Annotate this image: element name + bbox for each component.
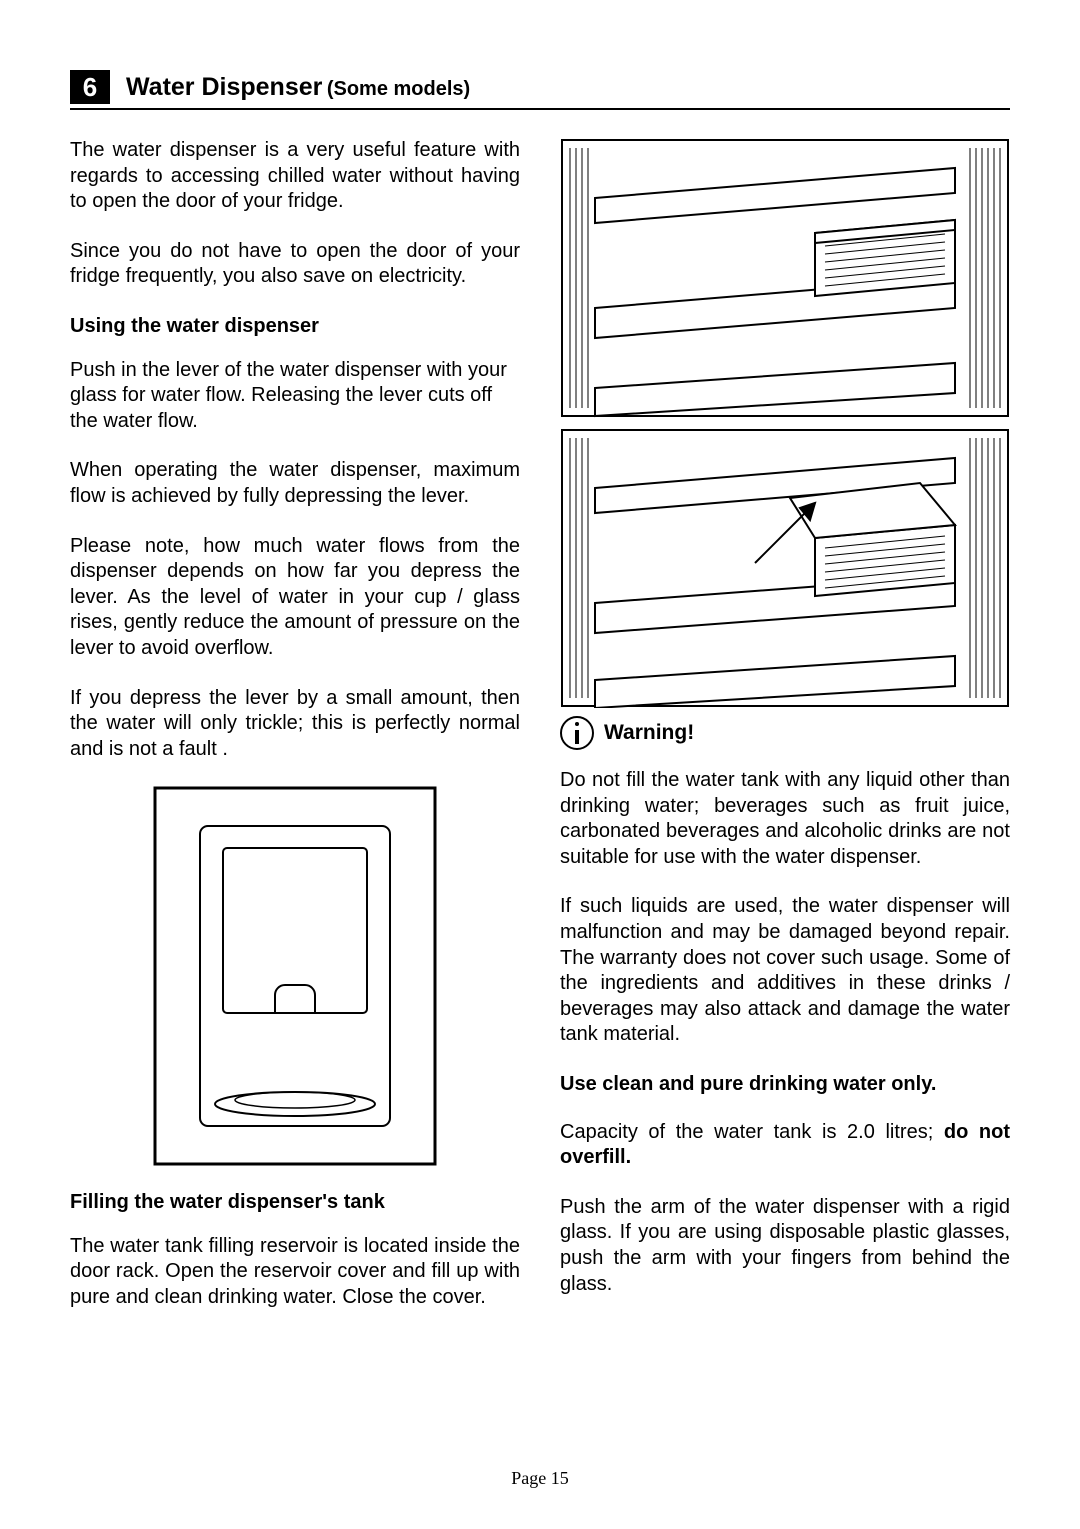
warning-label: Warning! [604, 720, 694, 747]
info-icon [560, 716, 594, 750]
figure-door-open [560, 428, 1010, 708]
door-open-svg [560, 428, 1010, 708]
using-para-2: When operating the water dispenser, maxi… [70, 458, 520, 509]
section-title-wrap: Water Dispenser (Some models) [126, 73, 470, 102]
capacity-text: Capacity of the water tank is 2.0 litres… [560, 1121, 944, 1143]
capacity-para: Capacity of the water tank is 2.0 litres… [560, 1120, 1010, 1171]
subhead-filling: Filling the water dispenser's tank [70, 1190, 520, 1216]
filling-para: The water tank filling reservoir is loca… [70, 1234, 520, 1311]
subhead-clean-water: Use clean and pure drinking water only. [560, 1072, 1010, 1098]
figure-door-closed [560, 138, 1010, 418]
section-subtitle: (Some models) [327, 78, 470, 100]
intro-para-1: The water dispenser is a very useful fea… [70, 138, 520, 215]
door-closed-svg [560, 138, 1010, 418]
subhead-using: Using the water dispenser [70, 314, 520, 340]
using-para-4: If you depress the lever by a small amou… [70, 686, 520, 763]
content-columns: The water dispenser is a very useful fea… [70, 138, 1010, 1335]
warning-para-2: If such liquids are used, the water disp… [560, 894, 1010, 1048]
right-column: Warning! Do not fill the water tank with… [560, 138, 1010, 1335]
warning-para-1: Do not fill the water tank with any liqu… [560, 768, 1010, 870]
figure-dispenser-front [70, 786, 520, 1166]
push-arm-para: Push the arm of the water dispenser with… [560, 1195, 1010, 1297]
section-number-badge: 6 [70, 70, 110, 104]
left-column: The water dispenser is a very useful fea… [70, 138, 520, 1335]
using-para-1: Push in the lever of the water dispenser… [70, 358, 520, 435]
page-number: Page 15 [0, 1468, 1080, 1489]
intro-para-2: Since you do not have to open the door o… [70, 239, 520, 290]
section-title: Water Dispenser [126, 73, 322, 101]
warning-row: Warning! [560, 716, 1010, 750]
section-header: 6 Water Dispenser (Some models) [70, 70, 1010, 110]
dispenser-front-svg [145, 786, 445, 1166]
using-para-3: Please note, how much water flows from t… [70, 534, 520, 662]
